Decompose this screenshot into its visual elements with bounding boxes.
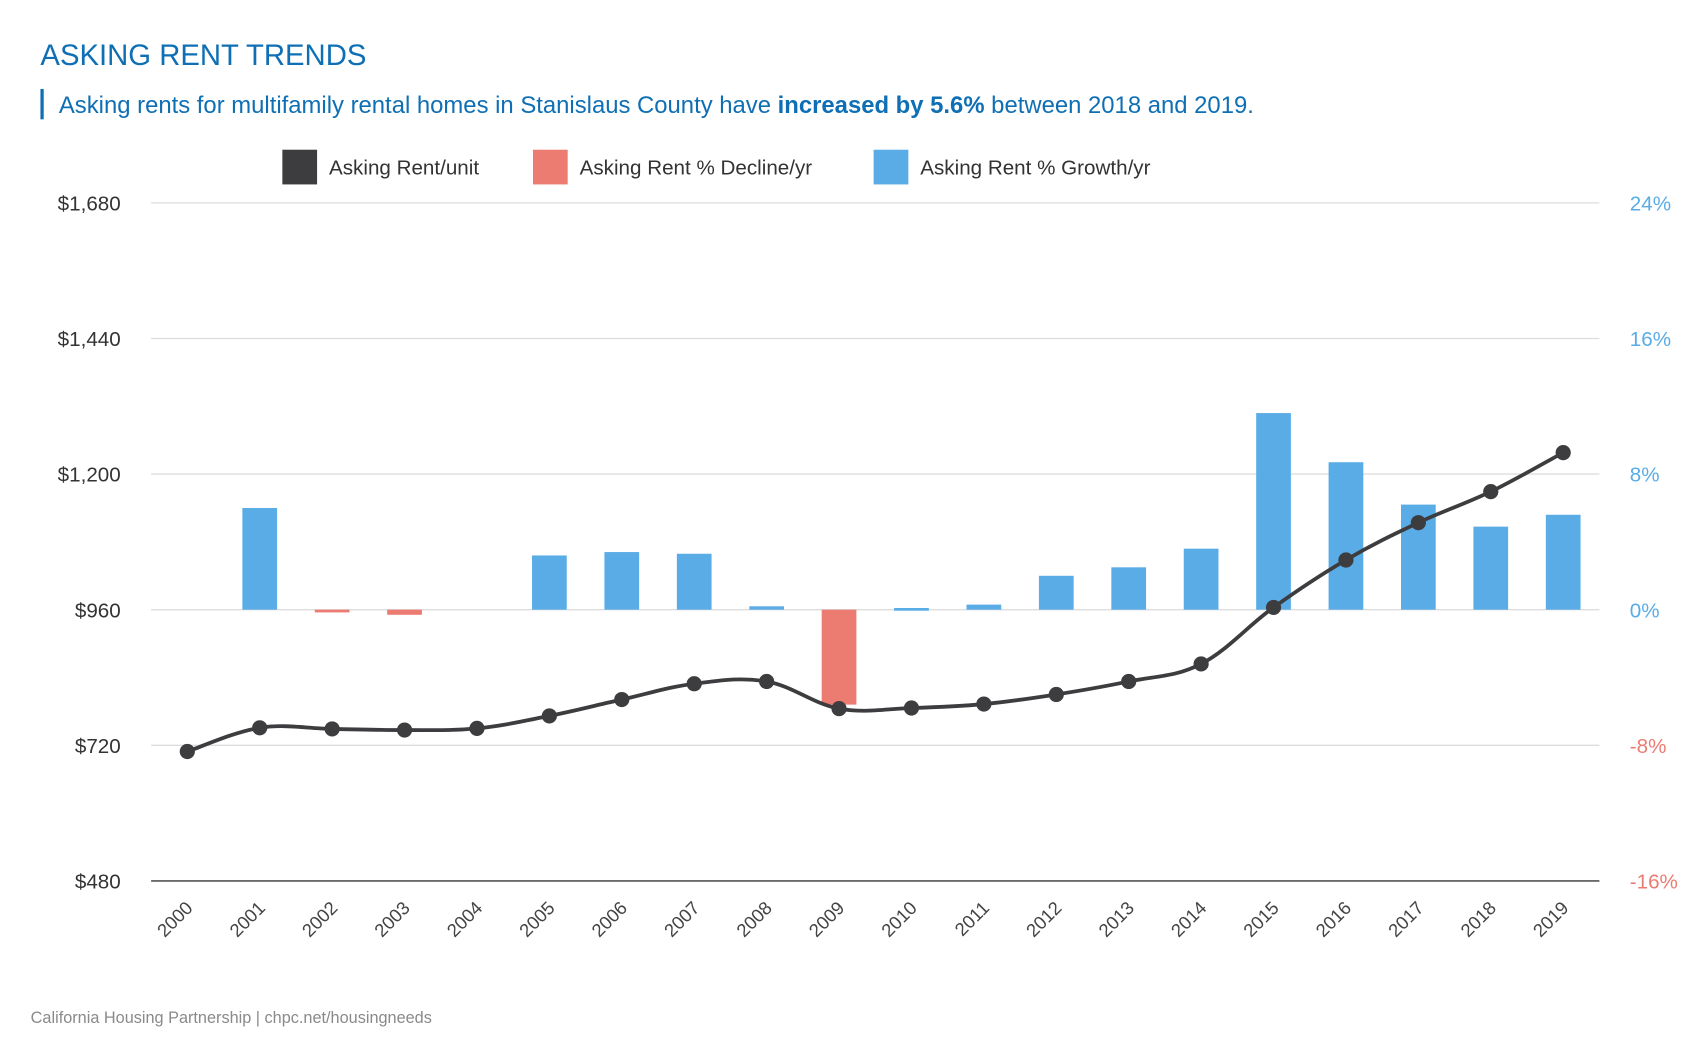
subtitle-accent-bar — [40, 88, 44, 120]
x-axis-tick-label: 2010 — [877, 897, 921, 941]
x-axis-tick-label: 2009 — [805, 897, 849, 941]
growth-bar — [676, 553, 712, 610]
rent-point — [831, 700, 847, 717]
growth-bar — [604, 552, 640, 610]
x-axis-tick-label: 2003 — [370, 897, 414, 941]
right-axis-tick-label: -16% — [1630, 871, 1678, 894]
left-axis-tick-label: $720 — [75, 735, 121, 758]
rent-point — [686, 676, 702, 692]
x-axis-tick-label: 2004 — [442, 897, 486, 941]
growth-bar — [966, 604, 1002, 610]
legend-swatch — [532, 149, 568, 185]
rent-point — [1483, 484, 1499, 500]
left-axis-tick-label: $960 — [75, 599, 121, 622]
rent-point — [541, 708, 557, 724]
x-axis-tick-label: 2001 — [225, 897, 269, 941]
x-axis-tick-label: 2006 — [587, 897, 631, 941]
growth-bar — [749, 606, 784, 610]
x-axis-tick-label: 2019 — [1529, 897, 1573, 941]
rent-point — [1338, 552, 1354, 568]
x-axis-tick-label: 2012 — [1022, 897, 1066, 941]
legend-label: Asking Rent/unit — [329, 157, 479, 180]
rent-point — [1410, 515, 1426, 531]
x-axis-tick-label: 2008 — [732, 897, 776, 941]
bars — [242, 413, 1581, 705]
chart-title: ASKING RENT TRENDS — [40, 39, 366, 72]
rent-point — [324, 721, 340, 737]
rent-point — [1193, 656, 1209, 672]
rent-point — [1121, 673, 1137, 690]
subtitle-text: Asking rents for multifamily rental home… — [59, 92, 778, 119]
x-axis-tick-label: 2007 — [660, 897, 704, 941]
left-axis-tick-label: $1,440 — [58, 328, 121, 351]
decline-bar — [387, 609, 422, 615]
growth-bar — [532, 555, 567, 610]
rent-point — [1048, 686, 1064, 703]
decline-bar — [821, 609, 857, 705]
rent-point — [396, 722, 413, 738]
growth-bar — [242, 507, 278, 610]
rent-point — [1555, 445, 1571, 461]
legend-swatch — [873, 149, 909, 185]
growth-bar — [894, 608, 929, 611]
x-axis-tick-label: 2018 — [1456, 897, 1500, 941]
legend-swatch — [282, 149, 318, 185]
right-axis-tick-label: -8% — [1630, 735, 1667, 758]
right-axis-tick-label: 8% — [1630, 464, 1660, 487]
rent-point — [179, 743, 195, 760]
rent-point — [903, 700, 920, 716]
left-axis-tick-label: $1,200 — [58, 464, 121, 487]
x-axis-tick-label: 2000 — [153, 897, 197, 941]
x-axis-tick-label: 2015 — [1239, 897, 1283, 941]
rent-point — [252, 720, 268, 736]
subtitle-text-end: between 2018 and 2019. — [985, 92, 1254, 119]
legend: Asking Rent/unit Asking Rent % Decline/yr… — [282, 149, 1151, 185]
x-axis-tick-label: 2013 — [1094, 897, 1138, 941]
growth-bar — [1545, 514, 1581, 610]
growth-bar — [1183, 548, 1219, 610]
source-footer: California Housing Partnership | chpc.ne… — [31, 1009, 432, 1027]
rent-point — [759, 673, 775, 690]
right-axis-tick-label: 16% — [1630, 328, 1671, 351]
x-axis-tick-label: 2002 — [298, 897, 342, 941]
subtitle-highlight: increased by 5.6% — [778, 92, 985, 119]
rent-point — [1265, 599, 1282, 616]
x-axis-tick-label: 2005 — [515, 897, 559, 941]
x-axis-tick-label: 2017 — [1384, 897, 1428, 941]
decline-bar — [314, 609, 350, 613]
growth-bar — [1038, 575, 1074, 610]
x-axis-tick-label: 2016 — [1311, 897, 1355, 941]
rent-point — [469, 720, 485, 736]
growth-bar — [1256, 413, 1291, 610]
chart-subtitle: Asking rents for multifamily rental home… — [59, 92, 1254, 119]
rent-point — [976, 696, 992, 712]
legend-label: Asking Rent % Growth/yr — [920, 157, 1150, 180]
right-axis-tick-label: 24% — [1630, 192, 1671, 215]
left-axis-tick-label: $1,680 — [58, 192, 121, 215]
rent-line-layer — [179, 445, 1571, 760]
rent-point — [614, 691, 630, 708]
growth-bar — [1328, 462, 1364, 610]
legend-label: Asking Rent % Decline/yr — [580, 157, 813, 180]
x-axis-tick-label: 2011 — [950, 897, 993, 940]
right-axis-tick-label: 0% — [1630, 599, 1660, 622]
growth-bar — [1473, 526, 1509, 610]
left-axis-tick-label: $480 — [75, 871, 121, 894]
growth-bar — [1111, 567, 1147, 610]
x-axis-tick-label: 2014 — [1167, 897, 1211, 941]
